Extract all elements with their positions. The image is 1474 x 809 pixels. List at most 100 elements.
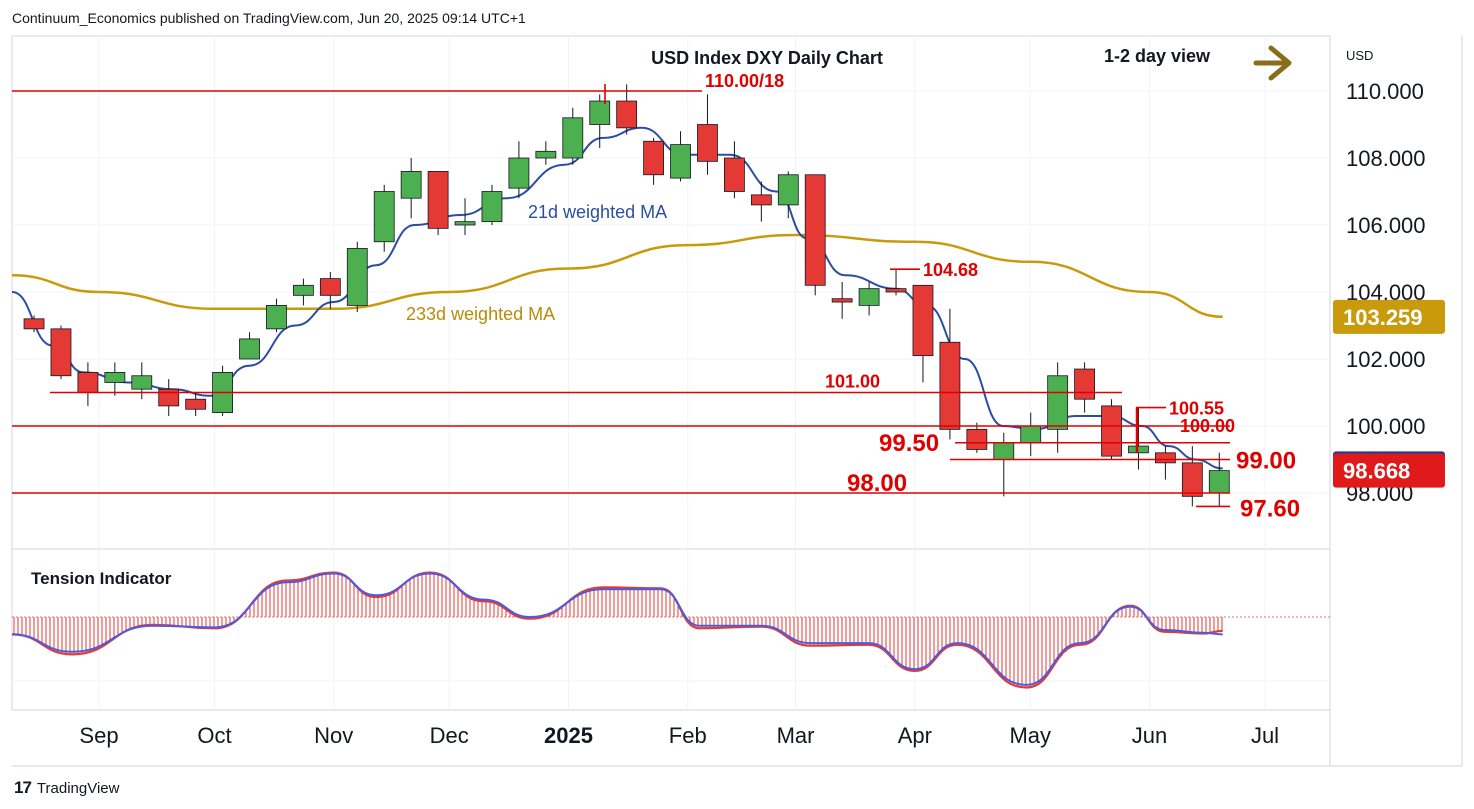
level-label: 99.50 xyxy=(879,430,939,457)
candle-body xyxy=(1047,375,1069,430)
candle xyxy=(185,392,207,416)
candle-body xyxy=(670,144,691,179)
candle-body xyxy=(23,318,45,330)
candle xyxy=(1155,446,1176,480)
tension-indicator-title: Tension Indicator xyxy=(31,569,172,588)
candle-body xyxy=(750,194,772,206)
level-label: 101.00 xyxy=(825,372,880,392)
candle xyxy=(724,141,745,199)
candle xyxy=(23,315,45,333)
level-label: 97.60 xyxy=(1240,495,1300,522)
candlesticks xyxy=(23,84,1230,507)
candle xyxy=(697,94,718,175)
time-tick-label: Nov xyxy=(314,723,353,748)
candle-body xyxy=(885,288,907,293)
candle xyxy=(346,241,368,313)
candle-body xyxy=(454,221,476,226)
candle xyxy=(643,137,664,185)
candle xyxy=(562,107,584,165)
tension-blue-line xyxy=(11,572,1223,686)
price-badge-label: 103.259 xyxy=(1343,305,1423,330)
candle-body xyxy=(643,140,664,176)
time-axis[interactable]: Sep Oct Nov Dec 2025 Feb Mar Apr May Jun Jul xyxy=(79,723,1279,748)
candle-body xyxy=(319,278,341,296)
ma21-label: 21d weighted MA xyxy=(528,202,667,222)
level-label: 104.68 xyxy=(923,260,978,280)
candle-body xyxy=(697,124,718,162)
candle xyxy=(454,198,476,236)
ma21-line xyxy=(11,126,1223,470)
candle xyxy=(131,362,153,400)
candle xyxy=(1047,362,1069,453)
candle-body xyxy=(858,288,880,306)
level-label: 98.00 xyxy=(847,470,907,497)
price-tick-label: 100.000 xyxy=(1346,414,1426,439)
candle xyxy=(616,84,638,135)
time-tick-label: Feb xyxy=(669,723,707,748)
candle xyxy=(831,281,853,319)
level-label: 110.00/18 xyxy=(705,71,784,91)
candle xyxy=(939,308,961,440)
candle-body xyxy=(508,157,530,189)
candle-body xyxy=(158,388,180,407)
candle xyxy=(293,278,314,306)
price-tick-label: 110.000 xyxy=(1346,79,1424,104)
candle xyxy=(777,171,799,219)
tension-indicator-pane xyxy=(11,571,1330,689)
currency-label: USD xyxy=(1346,48,1373,63)
publisher-header: Continuum_Economics published on Trading… xyxy=(12,10,526,26)
candle xyxy=(1181,446,1203,507)
time-tick-label: Mar xyxy=(777,723,815,748)
candle-body xyxy=(50,328,72,377)
price-tick-label: 106.000 xyxy=(1346,213,1426,238)
candle-body xyxy=(993,442,1015,460)
candle xyxy=(804,174,826,296)
candle xyxy=(508,141,530,199)
candle xyxy=(427,170,449,236)
time-tick-label: Oct xyxy=(197,723,231,748)
candle-body xyxy=(185,398,207,410)
candle-body xyxy=(616,100,638,129)
candle-body xyxy=(427,170,449,229)
candle-body xyxy=(939,341,961,430)
price-tick-label: 108.000 xyxy=(1346,146,1426,171)
candle-body xyxy=(1101,405,1122,457)
tradingview-logo[interactable]: 17 TradingView xyxy=(14,778,119,798)
candle-body xyxy=(104,371,126,383)
candle xyxy=(158,379,180,416)
ma233-line xyxy=(11,233,1223,319)
candle-body xyxy=(831,298,853,303)
candle xyxy=(319,271,341,309)
candle xyxy=(589,94,611,148)
level-label: 100.00 xyxy=(1180,416,1235,436)
candle-body xyxy=(912,284,934,357)
right-arrow-icon xyxy=(1253,45,1292,81)
candle-body xyxy=(589,100,611,125)
candle-body xyxy=(346,248,368,306)
time-tick-label: Apr xyxy=(898,723,932,748)
candle-body xyxy=(239,338,260,360)
candle xyxy=(373,184,395,252)
candle xyxy=(77,362,99,406)
candle-body xyxy=(293,284,314,296)
candle-body xyxy=(131,375,153,390)
candle xyxy=(212,365,233,416)
candle-body xyxy=(1155,452,1176,464)
candle xyxy=(966,422,988,453)
candle-body xyxy=(535,150,557,159)
tradingview-brand: TradingView xyxy=(36,779,120,797)
ma233-label: 233d weighted MA xyxy=(406,304,555,324)
candle-body xyxy=(481,191,503,223)
candle xyxy=(1208,452,1230,507)
candle xyxy=(50,325,72,380)
tradingview-mark-icon: 17 xyxy=(14,778,32,797)
candle-body xyxy=(966,428,988,450)
candle xyxy=(266,298,287,333)
candle-body xyxy=(724,157,745,192)
ma21-path xyxy=(11,126,1223,470)
price-axis[interactable]: 110.000108.000106.000104.000102.000100.0… xyxy=(1346,79,1426,506)
level-label: 100.55 xyxy=(1169,399,1224,419)
price-badge xyxy=(1333,453,1445,488)
